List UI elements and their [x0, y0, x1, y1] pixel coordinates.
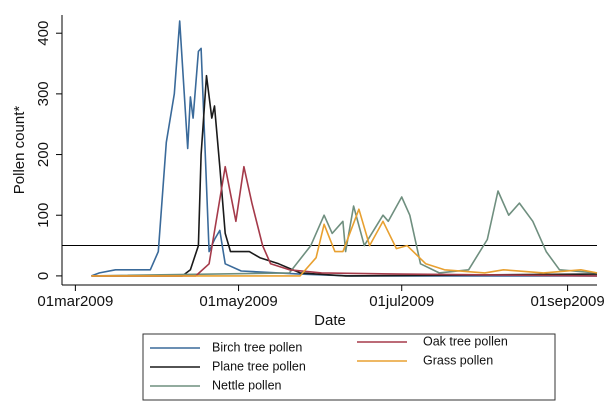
legend-label: Oak tree pollen: [423, 334, 508, 348]
legend-label: Grass pollen: [423, 353, 493, 367]
y-axis-label: Pollen count*: [11, 106, 28, 195]
series-line: [91, 165, 598, 277]
y-tick-label: 0: [35, 272, 52, 280]
x-tick-label: 01sep2009: [530, 293, 604, 310]
y-tick-label: 100: [35, 203, 52, 228]
legend-label: Nettle pollen: [212, 378, 282, 392]
legend-box: [142, 333, 556, 401]
legend-label: Plane tree pollen: [212, 359, 306, 373]
x-tick-label: 01jul2009: [369, 293, 434, 310]
y-tick-label: 300: [35, 81, 52, 106]
series-line: [91, 20, 597, 277]
x-axis-label: Date: [314, 312, 346, 329]
series-line: [91, 74, 598, 277]
legend-label: Birch tree pollen: [212, 340, 302, 354]
x-tick-label: 01mar2009: [37, 293, 113, 310]
y-tick-label: 200: [35, 142, 52, 167]
series-line: [91, 190, 598, 277]
series-line: [91, 208, 598, 277]
y-tick-label: 400: [35, 21, 52, 46]
x-tick-label: 01may2009: [199, 293, 277, 310]
